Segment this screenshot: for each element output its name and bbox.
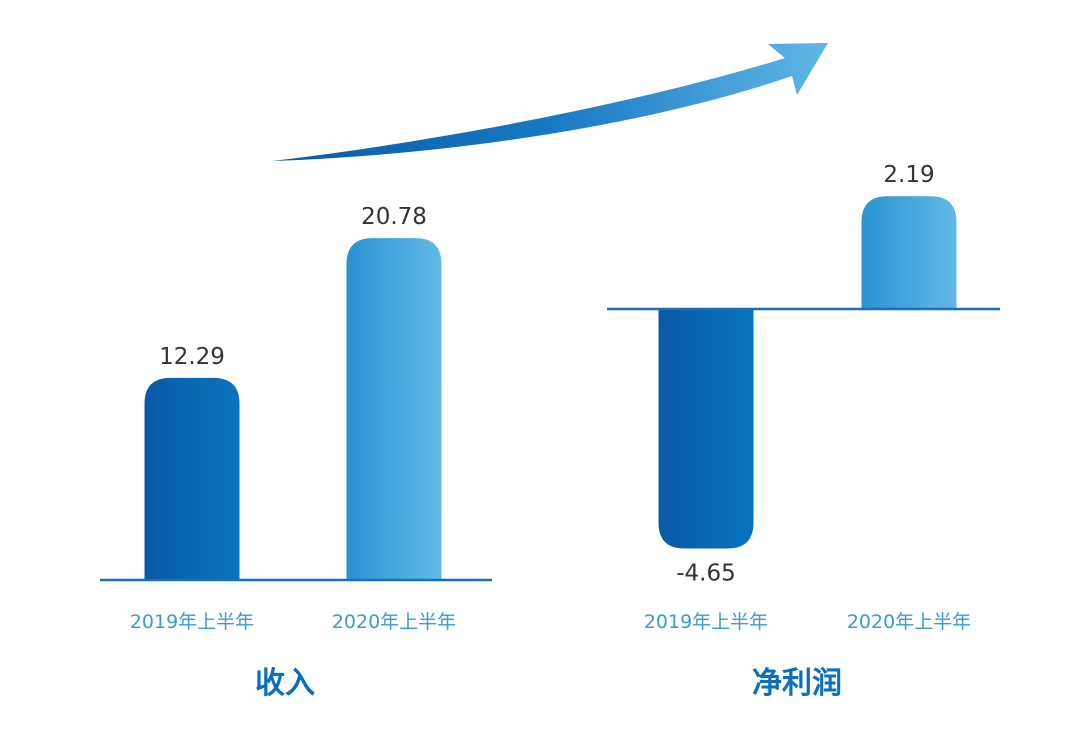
chart-title-net-profit: 净利润	[752, 666, 842, 701]
data-label: 2.19	[883, 162, 934, 188]
data-label: -4.65	[676, 560, 736, 586]
bar-1-1	[861, 196, 957, 309]
category-label: 2020年上半年	[847, 611, 971, 633]
category-label: 2020年上半年	[332, 611, 456, 633]
bar-1-0	[658, 309, 754, 549]
data-label: 20.78	[361, 204, 427, 230]
bar-0-1	[346, 238, 442, 580]
category-label: 2019年上半年	[644, 611, 768, 633]
category-label: 2019年上半年	[130, 611, 254, 633]
trend-arrow-icon	[272, 43, 828, 161]
bar-0-0	[144, 377, 240, 580]
data-label: 12.29	[159, 344, 225, 370]
chart-title-revenue: 收入	[255, 666, 315, 701]
